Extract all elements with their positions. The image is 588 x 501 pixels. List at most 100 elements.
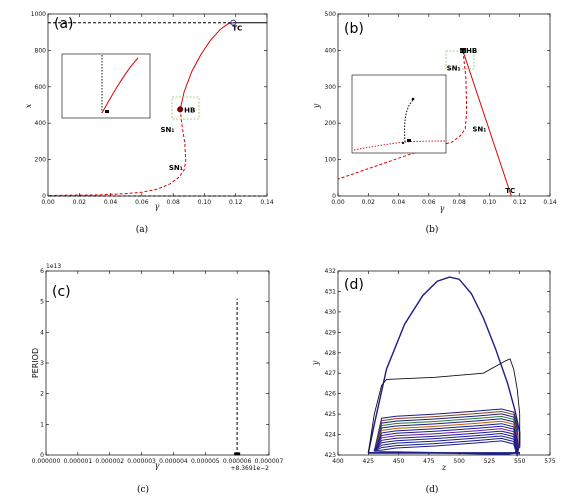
panel-b-zoom-box: [445, 50, 475, 70]
panel-b-ytick-label: 0: [332, 193, 336, 200]
panel-a-annotation: HB: [184, 106, 195, 114]
panel-d-ytick-label: 424: [325, 432, 337, 439]
panel-a-ytick-label: 0: [42, 193, 46, 200]
panel-a-inset: [61, 53, 151, 119]
panel-c-xtick-label: 0.000004: [159, 458, 188, 465]
panel-d-ytick-label: 432: [325, 268, 337, 275]
panel-a-xtick-label: 0.00: [41, 199, 55, 206]
panel-a-annotation: SN₁: [169, 164, 183, 172]
panel-a-xlabel: γ: [155, 202, 160, 211]
panel-b-inset-point: [411, 97, 415, 101]
panel-b-annotation: SN₁: [447, 64, 461, 72]
panel-c-xtick-label: 0.000005: [191, 458, 220, 465]
panel-a: 0.00 0.02 0.04 0.06 0.08 0.10 0.12 0.14 0 200 400 6…: [24, 11, 274, 235]
panel-c-ytick-label: 2: [40, 391, 44, 398]
panel-b-xlabel: γ: [440, 204, 445, 213]
panel-b-annotations: HB SN₁ SN₁ TC: [447, 47, 516, 195]
panel-c-ticks: 0.000000 0.000001 0.000002 0.000003 0.000004…: [32, 268, 284, 465]
panel-b-ytick-label: 100: [325, 157, 337, 164]
panel-d-series: [367, 276, 521, 457]
panel-c-series: [234, 298, 241, 456]
panel-d-trajectory: [373, 410, 519, 452]
panel-b-annotation: SN₁: [472, 126, 486, 134]
panel-a-annotations: TC HB SN₁ SN₁: [160, 25, 242, 172]
panel-b-xtick-label: 0.08: [452, 199, 466, 206]
panel-c-caption: (c): [137, 484, 149, 495]
panel-d-ytick-label: 431: [325, 288, 337, 295]
panel-a-hb-marker: [177, 106, 184, 113]
panel-b-xtick-label: 0.10: [483, 199, 497, 206]
panel-d-ylabel: y: [311, 360, 320, 366]
panel-c-ytick-label: 4: [40, 329, 44, 336]
panel-c-frame: [45, 270, 270, 456]
panel-b-inset-frame: [351, 74, 447, 154]
panel-a-ytick-label: 200: [35, 157, 47, 164]
panel-d-xlabel: z: [441, 463, 447, 472]
panel-c-xtick-label: 0.000001: [64, 458, 93, 465]
panel-b-ytick-label: 200: [325, 120, 337, 127]
panel-a-xtick-label: 0.10: [198, 199, 212, 206]
panel-b-caption: (b): [426, 224, 439, 235]
panel-c-y-offset: 1e13: [46, 263, 61, 270]
panel-a-ytick-label: 400: [35, 120, 47, 127]
panel-d-trajectory: [373, 415, 519, 452]
panel-b-ticks: 0.00 0.02 0.04 0.06 0.08 0.10 0.12 0.14 0 100 200 3…: [325, 11, 557, 206]
panel-c-xtick-label: 0.000007: [255, 458, 284, 465]
panel-c-ytick-label: 3: [40, 360, 44, 367]
panel-a-letter: (a): [54, 16, 74, 32]
panel-b-ytick-label: 300: [325, 84, 337, 91]
panel-b-inset-point: [401, 141, 405, 145]
panel-d-trajectory: [373, 435, 519, 453]
panel-b-ytick-label: 400: [325, 47, 337, 54]
panel-c-marker: [234, 452, 241, 456]
panel-b-xtick-label: 0.00: [331, 199, 345, 206]
panel-b-xtick-label: 0.14: [543, 199, 557, 206]
panel-a-series-line: [47, 109, 187, 196]
panel-b-annotation: HB: [466, 47, 477, 55]
panel-a-annotation: SN₁: [160, 126, 174, 134]
panel-b-ylabel: y: [312, 103, 321, 109]
panel-d-ytick-label: 429: [325, 329, 337, 336]
panel-a-xtick-label: 0.06: [135, 199, 149, 206]
panel-b-annotation: TC: [505, 187, 515, 195]
panel-d-ytick-label: 423: [325, 452, 337, 459]
panel-d-xtick-label: 550: [514, 458, 526, 465]
panel-d-caption: (d): [426, 484, 439, 495]
panel-a-xtick-label: 0.08: [166, 199, 180, 206]
panel-d-trajectory: [373, 425, 519, 452]
panel-a-xtick-label: 0.02: [73, 199, 87, 206]
panel-a-caption: (a): [136, 224, 148, 235]
panel-d-xtick-label: 575: [544, 458, 556, 465]
panel-b-xtick-label: 0.06: [422, 199, 436, 206]
panel-d-xtick-label: 475: [423, 458, 435, 465]
panel-c-ytick-label: 0: [40, 452, 44, 459]
panel-b-letter: (b): [344, 21, 364, 37]
panel-d-trajectory: [373, 418, 519, 452]
panel-b-ytick-label: 500: [325, 11, 337, 18]
panel-a-ytick-label: 600: [35, 84, 47, 91]
panel-d-xtick-label: 525: [484, 458, 496, 465]
panel-d-trajectory: [373, 408, 519, 452]
panel-b-hb-marker: [460, 48, 467, 54]
panel-c-xtick-label: 0.000000: [32, 458, 61, 465]
panel-a-xtick-label: 0.14: [260, 199, 274, 206]
panel-b-inset: [351, 74, 447, 154]
panel-d-trajectory: [373, 423, 519, 452]
panel-c-ylabel: PERIOD: [31, 348, 40, 378]
panel-d-ytick-label: 428: [325, 350, 337, 357]
panel-b: 0.00 0.02 0.04 0.06 0.08 0.10 0.12 0.14 0 100 200 3…: [312, 11, 557, 235]
panel-d-trajectory: [373, 430, 519, 452]
panel-a-inset-frame: [61, 53, 151, 119]
panel-d-letter: (d): [344, 277, 364, 293]
panel-c-xtick-label: 0.000006: [223, 458, 252, 465]
panel-a-ylabel: x: [24, 103, 33, 108]
panel-d-trajectory: [367, 358, 521, 454]
panel-a-inset-branch: [101, 57, 139, 114]
panel-c-xlabel: γ: [155, 461, 160, 470]
panel-d-ytick-label: 426: [325, 391, 337, 398]
panel-d-trajectory: [373, 432, 519, 452]
panel-b-inset-dashed: [404, 99, 414, 143]
panel-a-xtick-label: 0.12: [229, 199, 243, 206]
panel-d-trajectory: [373, 413, 519, 452]
